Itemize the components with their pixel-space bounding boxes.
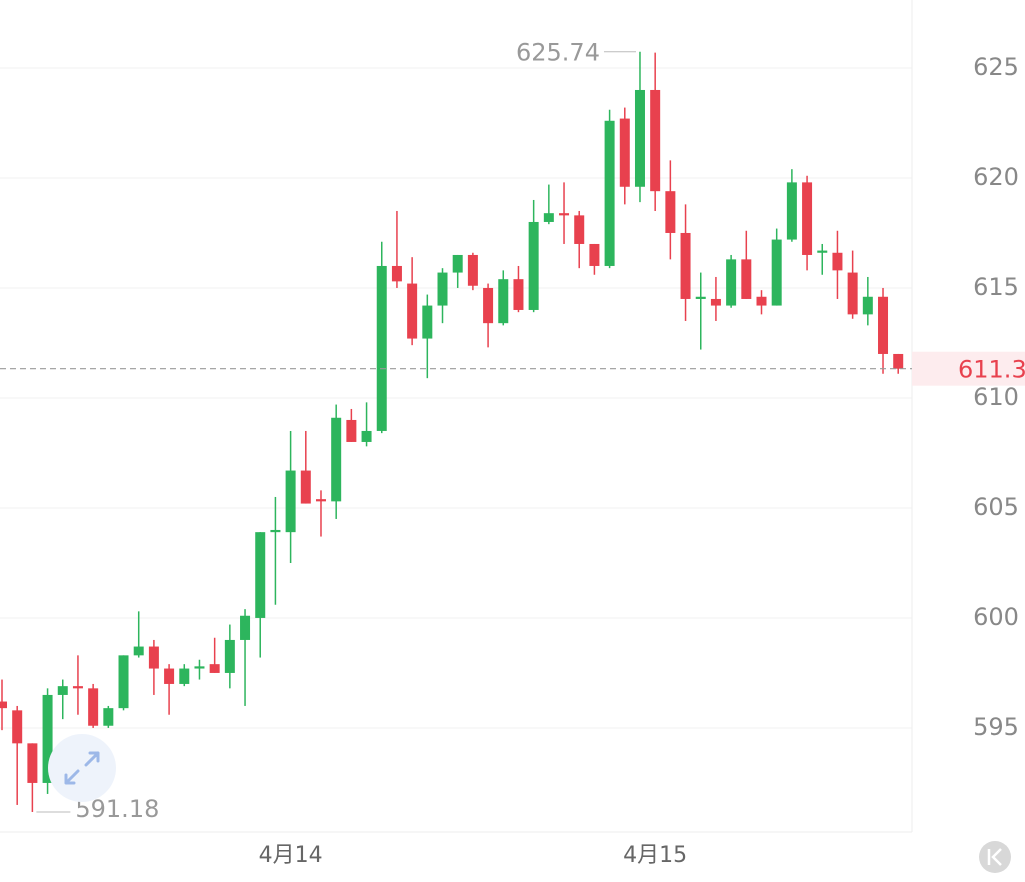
candle-body — [574, 215, 585, 244]
y-tick-label: 610 — [973, 383, 1019, 411]
plot: 595 600 605 610 615 620 625 4月14 4月15 611.33 625.7… — [0, 39, 1025, 868]
y-tick-label: 605 — [973, 493, 1019, 521]
candle-body — [407, 283, 418, 339]
candle-body — [862, 296, 873, 315]
candle-body — [650, 89, 661, 192]
candle-body — [483, 287, 494, 324]
reset-button[interactable] — [979, 841, 1011, 873]
candle-body — [695, 296, 706, 299]
candle-body — [817, 250, 828, 253]
candle-body — [452, 254, 463, 273]
candle-body — [148, 646, 159, 669]
y-tick-label: 625 — [973, 53, 1019, 81]
candle-body — [224, 639, 235, 673]
candle-body — [118, 655, 129, 709]
candle-body — [88, 688, 99, 726]
candle-body — [513, 279, 524, 310]
y-tick-label: 620 — [973, 163, 1019, 191]
candle-body — [498, 279, 509, 324]
candle-body — [346, 419, 357, 442]
candle-body — [0, 701, 7, 709]
candle-body — [300, 470, 311, 504]
y-tick-label: 595 — [973, 713, 1019, 741]
candle-body — [422, 305, 433, 339]
candle-body — [27, 743, 38, 783]
candle-body — [42, 694, 53, 783]
candle-body — [376, 265, 387, 431]
candle-body — [209, 664, 220, 673]
candle-body — [467, 254, 478, 286]
candle-body — [619, 118, 630, 187]
last-price-badge — [912, 351, 1025, 386]
candle-body — [437, 272, 448, 306]
candle-body — [12, 710, 23, 744]
candle-body — [240, 615, 251, 640]
candle-body — [103, 708, 114, 726]
candle-body — [270, 529, 281, 533]
candle-body — [164, 668, 175, 684]
candle-body — [528, 221, 539, 310]
candle-body — [255, 532, 266, 618]
candle-body — [72, 686, 83, 689]
candle-body — [802, 182, 813, 255]
candle-body — [786, 182, 797, 240]
candle-body — [756, 296, 767, 306]
candle-body — [726, 259, 737, 306]
x-tick-label: 4月14 — [259, 843, 323, 868]
candle-body — [680, 232, 691, 299]
y-tick-label: 600 — [973, 603, 1019, 631]
candle-body — [133, 646, 144, 656]
candle-body — [315, 499, 326, 502]
candle-body — [179, 668, 190, 684]
candle-body — [331, 417, 342, 502]
expand-button[interactable] — [48, 734, 116, 802]
candle-body — [57, 686, 68, 695]
candle-body — [285, 470, 296, 533]
candle-body — [893, 353, 904, 369]
candle-body — [832, 252, 843, 271]
candle-body — [878, 296, 889, 354]
candle-body — [604, 120, 615, 266]
last-price-label: 611.33 — [958, 356, 1025, 384]
candle-body — [741, 259, 752, 299]
candle-body — [665, 191, 676, 233]
candle-body — [771, 239, 782, 306]
candle-body — [361, 430, 372, 442]
candle-body — [634, 89, 645, 187]
candle-body — [847, 272, 858, 315]
x-tick-label: 4月15 — [623, 843, 687, 868]
y-tick-label: 615 — [973, 273, 1019, 301]
max-annotation: 625.74 — [516, 39, 600, 67]
candle-body — [710, 298, 721, 306]
candle-body — [391, 265, 402, 282]
candle-body — [589, 243, 600, 266]
candle-body — [543, 213, 554, 222]
candle-body — [194, 666, 205, 669]
candle-body — [559, 213, 570, 216]
